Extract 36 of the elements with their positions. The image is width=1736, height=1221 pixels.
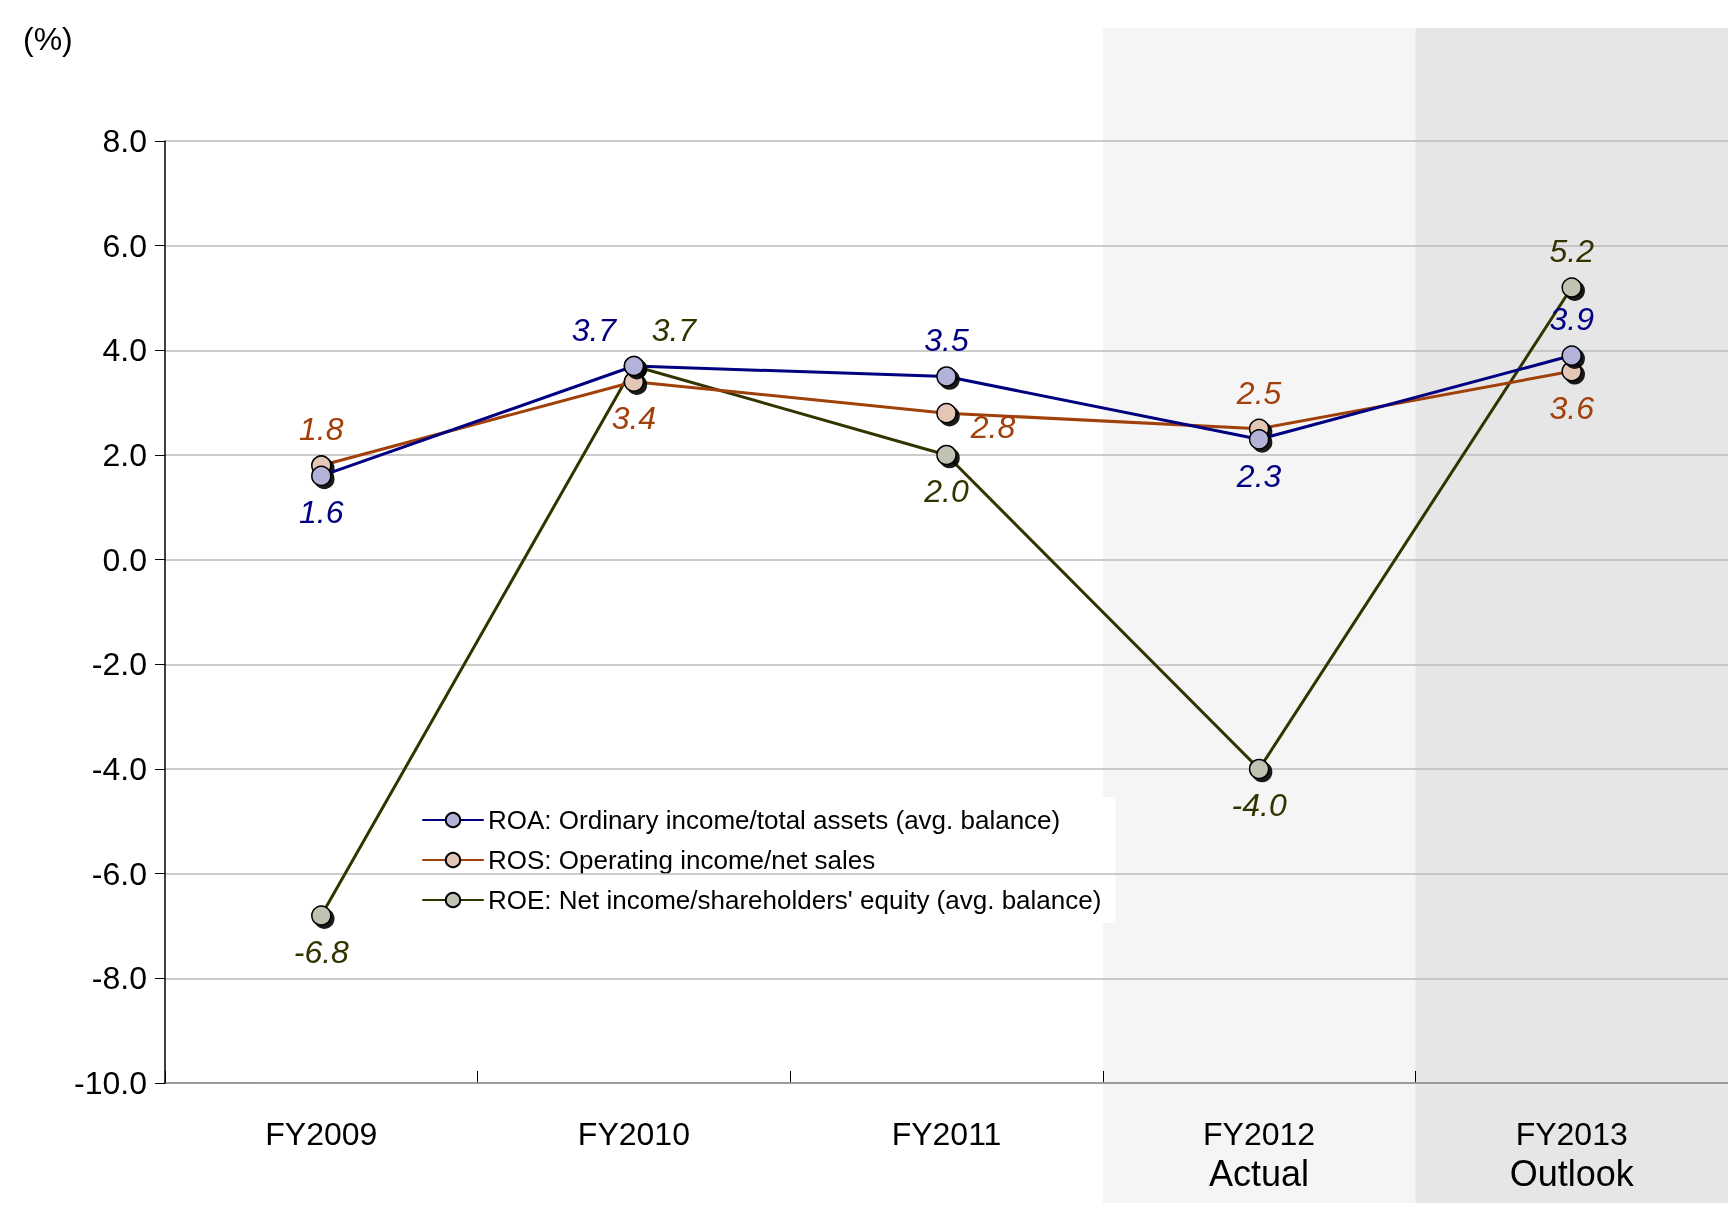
y-tick-label: -6.0 <box>91 855 147 892</box>
y-tick-label: -8.0 <box>91 960 147 997</box>
y-tick-label: -4.0 <box>91 751 147 787</box>
y-axis-title: (%) <box>23 21 73 57</box>
band-label: Actual <box>1209 1152 1310 1194</box>
data-label: 1.6 <box>299 494 344 531</box>
data-label: 2.0 <box>923 473 969 510</box>
data-label: 3.5 <box>924 322 969 359</box>
legend-label: ROS: Operating income/net sales <box>488 845 876 875</box>
y-tick-label: 2.0 <box>102 437 147 473</box>
data-label: 5.2 <box>1549 233 1595 270</box>
y-tick-label: 8.0 <box>102 123 147 159</box>
y-tick-label: 6.0 <box>102 227 147 264</box>
x-tick-label: FY2010 <box>577 1116 690 1152</box>
data-label: -6.8 <box>293 933 350 970</box>
y-tick-label: 0.0 <box>102 541 147 578</box>
x-tick-label: FY2013 <box>1515 1116 1628 1152</box>
data-label: 2.8 <box>969 409 1016 446</box>
data-label: 3.7 <box>571 311 618 348</box>
y-tick-label: -10.0 <box>74 1065 147 1101</box>
x-tick-label: FY2011 <box>891 1116 1002 1152</box>
y-tick-label: 4.0 <box>102 332 147 369</box>
x-tick-label: FY2009 <box>265 1116 378 1152</box>
x-tick-label: FY2012 <box>1203 1116 1316 1152</box>
data-label: -4.0 <box>1231 787 1287 824</box>
y-tick-label: -2.0 <box>91 646 147 683</box>
data-label: 3.9 <box>1549 301 1595 338</box>
data-label: 3.7 <box>651 311 698 348</box>
data-label: 2.5 <box>1235 374 1282 411</box>
data-label: 3.6 <box>1549 389 1595 426</box>
legend-label: ROA: Ordinary income/total assets (avg. balance) <box>488 805 1061 835</box>
data-label: 2.3 <box>1235 457 1282 494</box>
data-label: 3.4 <box>611 399 657 436</box>
legend-label: ROE: Net income/shareholders' equity (avg. balance) <box>488 885 1102 915</box>
band-label: Outlook <box>1509 1152 1635 1194</box>
data-label: 1.8 <box>299 411 344 448</box>
